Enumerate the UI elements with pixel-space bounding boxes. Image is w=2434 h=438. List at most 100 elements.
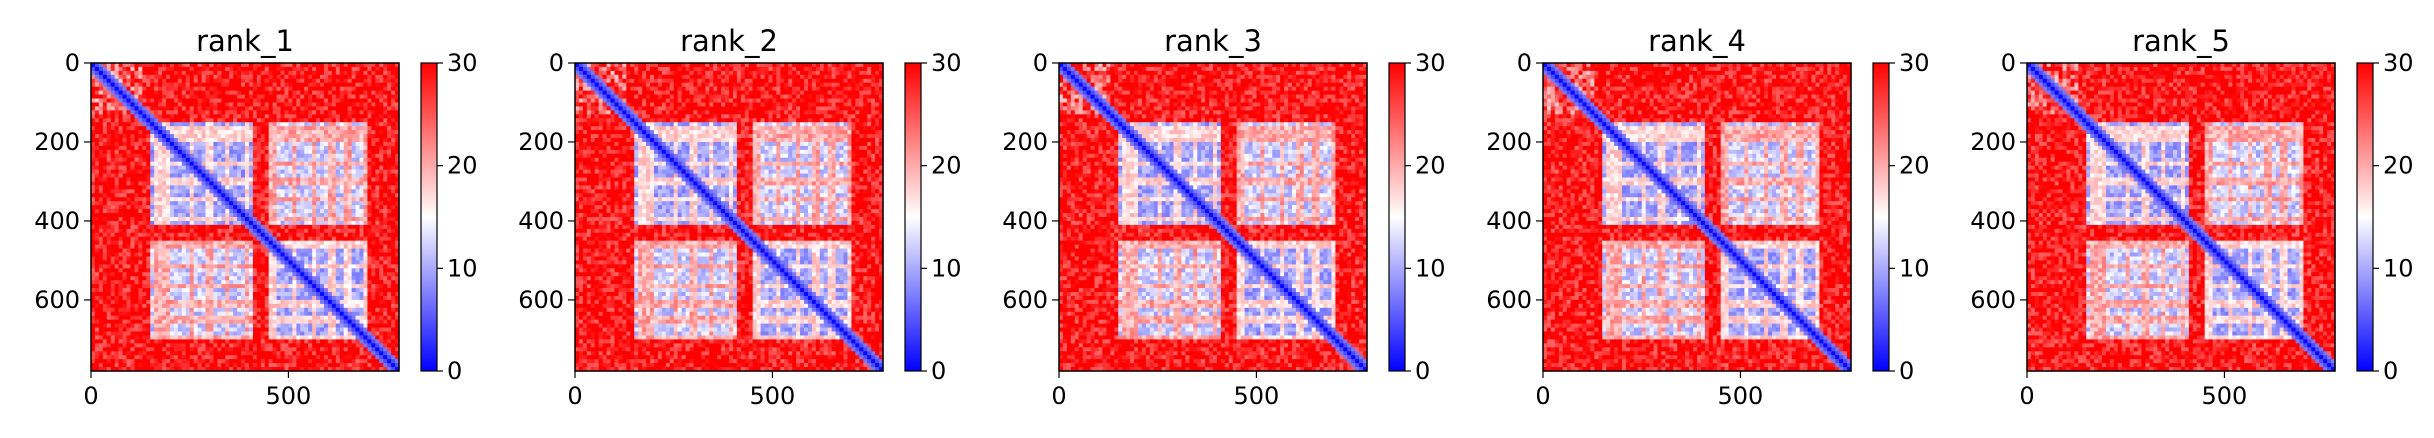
heatmap-cell: [359, 264, 365, 269]
heatmap-cell: [347, 78, 353, 84]
heatmap-cell: [91, 264, 96, 269]
heatmap-cell: [173, 134, 179, 139]
heatmap-cell: [276, 165, 282, 171]
heatmap-cell: [260, 232, 266, 238]
heatmap-cell: [248, 272, 254, 277]
heatmap-cell: [383, 82, 388, 88]
heatmap-cell: [359, 126, 365, 131]
heatmap-cell: [331, 299, 337, 305]
heatmap-cell: [280, 252, 286, 258]
heatmap-cell: [213, 303, 218, 309]
heatmap-cell: [158, 292, 163, 297]
heatmap-cell: [225, 217, 230, 222]
heatmap-cell: [146, 197, 151, 202]
heatmap-cell: [177, 193, 183, 198]
heatmap-cell: [166, 82, 171, 88]
heatmap-cell: [280, 299, 286, 305]
heatmap-cell: [146, 130, 151, 135]
heatmap-cell: [106, 244, 112, 250]
heatmap-cell: [126, 86, 132, 92]
heatmap-cell: [308, 161, 313, 167]
heatmap-cell: [185, 145, 191, 151]
heatmap-cell: [371, 161, 376, 167]
heatmap-cell: [181, 248, 187, 254]
heatmap-cell: [391, 169, 396, 175]
heatmap-cell: [367, 197, 372, 202]
heatmap-cell: [280, 205, 286, 210]
heatmap-cell: [185, 141, 191, 147]
heatmap-cell: [339, 114, 345, 119]
heatmap-cell: [323, 236, 329, 242]
heatmap-cell: [118, 145, 124, 151]
heatmap-cell: [375, 94, 380, 100]
heatmap-cell: [102, 248, 108, 254]
heatmap-cell: [284, 177, 290, 183]
heatmap-cell: [292, 165, 297, 171]
heatmap-cell: [395, 280, 400, 285]
heatmap-cell: [316, 276, 321, 281]
heatmap-cell: [181, 284, 187, 289]
heatmap-cell: [280, 276, 286, 281]
heatmap-cell: [308, 114, 313, 119]
heatmap-cell: [335, 213, 341, 218]
heatmap-cell: [221, 276, 226, 281]
heatmap-cell: [142, 232, 147, 238]
heatmap-cell: [98, 66, 104, 72]
heatmap-cell: [106, 110, 112, 115]
heatmap-cell: [268, 169, 274, 175]
heatmap-cell: [264, 94, 270, 100]
heatmap-cell: [169, 224, 175, 230]
heatmap-cell: [169, 145, 175, 151]
heatmap-cell: [193, 193, 199, 198]
heatmap-cell: [217, 232, 222, 238]
heatmap-cell: [292, 102, 297, 108]
heatmap-cell: [248, 280, 254, 285]
heatmap-cell: [347, 134, 353, 139]
heatmap-cell: [256, 292, 262, 297]
heatmap-cell: [205, 90, 211, 96]
heatmap-cell: [162, 161, 167, 167]
heatmap-cell: [189, 94, 195, 100]
heatmap-cell: [189, 153, 195, 159]
heatmap-cell: [169, 228, 175, 234]
heatmap-cell: [98, 78, 104, 84]
heatmap-cell: [209, 86, 215, 92]
heatmap-cell: [391, 165, 396, 171]
heatmap-cell: [91, 157, 96, 163]
heatmap-cell: [375, 181, 380, 187]
heatmap-cell: [327, 78, 333, 84]
heatmap-cell: [173, 149, 179, 155]
heatmap-cell: [300, 205, 305, 210]
heatmap-cell: [339, 256, 345, 262]
heatmap-cell: [150, 248, 155, 254]
heatmap-cell: [335, 185, 341, 190]
heatmap-cell: [237, 161, 242, 167]
heatmap-cell: [335, 288, 341, 293]
heatmap-cell: [217, 284, 222, 289]
heatmap-cell: [114, 256, 120, 262]
heatmap-cell: [288, 272, 293, 277]
heatmap-cell: [225, 205, 230, 210]
heatmap-cell: [264, 292, 270, 297]
heatmap-cell: [229, 264, 234, 269]
heatmap-cell: [213, 118, 218, 123]
heatmap-cell: [233, 228, 238, 234]
heatmap-cell: [355, 284, 361, 289]
heatmap-cell: [272, 299, 278, 305]
heatmap-cell: [142, 201, 147, 206]
heatmap-cell: [371, 63, 376, 68]
heatmap-cell: [371, 295, 376, 301]
heatmap-cell: [110, 106, 116, 111]
heatmap-cell: [359, 189, 365, 194]
heatmap-cell: [312, 264, 317, 269]
heatmap-cell: [335, 153, 341, 159]
heatmap-cell: [217, 114, 222, 119]
heatmap-cell: [248, 236, 254, 242]
heatmap-cell: [264, 284, 270, 289]
heatmap-cell: [130, 193, 136, 198]
heatmap-cell: [142, 220, 147, 226]
heatmap-cell: [166, 149, 171, 155]
heatmap-cell: [300, 280, 305, 285]
heatmap-cell: [221, 118, 226, 123]
heatmap-cell: [355, 256, 361, 262]
